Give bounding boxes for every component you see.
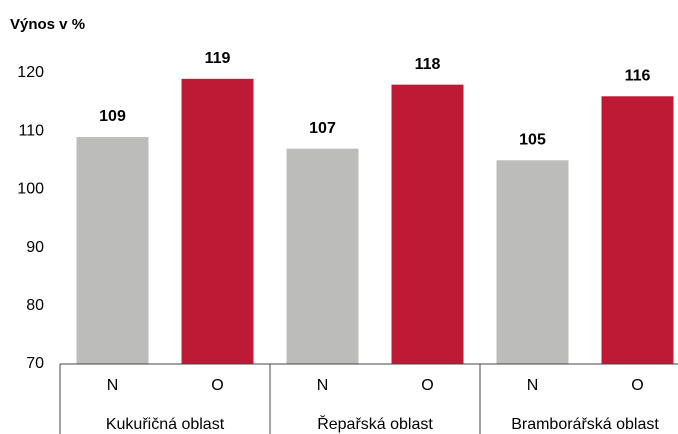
x-tick-label: O bbox=[631, 377, 643, 394]
x-tick-label: O bbox=[421, 377, 433, 394]
group-label: Řepařská oblast bbox=[317, 414, 433, 433]
value-label: 119 bbox=[205, 50, 231, 67]
value-label: 109 bbox=[99, 108, 126, 125]
y-tick-label: 110 bbox=[18, 122, 44, 139]
y-tick-label: 90 bbox=[26, 239, 44, 256]
bar bbox=[601, 96, 674, 364]
value-label: 105 bbox=[519, 132, 546, 149]
bar bbox=[496, 160, 569, 364]
value-label: 116 bbox=[625, 67, 651, 84]
value-label: 118 bbox=[415, 56, 441, 73]
chart-title: Výnos v % bbox=[10, 16, 85, 33]
x-tick-label: O bbox=[211, 377, 223, 394]
bar bbox=[181, 78, 254, 364]
bar bbox=[286, 148, 359, 364]
x-tick-label: N bbox=[317, 377, 329, 394]
y-tick-label: 120 bbox=[17, 64, 44, 81]
group-label: Kukuřičná oblast bbox=[106, 416, 225, 433]
x-tick-label: N bbox=[107, 377, 119, 394]
y-tick-label: 80 bbox=[26, 297, 44, 314]
bar bbox=[76, 137, 149, 364]
y-tick-label: 70 bbox=[26, 355, 44, 372]
x-tick-label: N bbox=[527, 377, 539, 394]
value-label: 107 bbox=[309, 120, 336, 137]
bar bbox=[391, 84, 464, 364]
y-tick-label: 100 bbox=[17, 181, 44, 198]
group-label: Bramborářská oblast bbox=[511, 416, 659, 433]
